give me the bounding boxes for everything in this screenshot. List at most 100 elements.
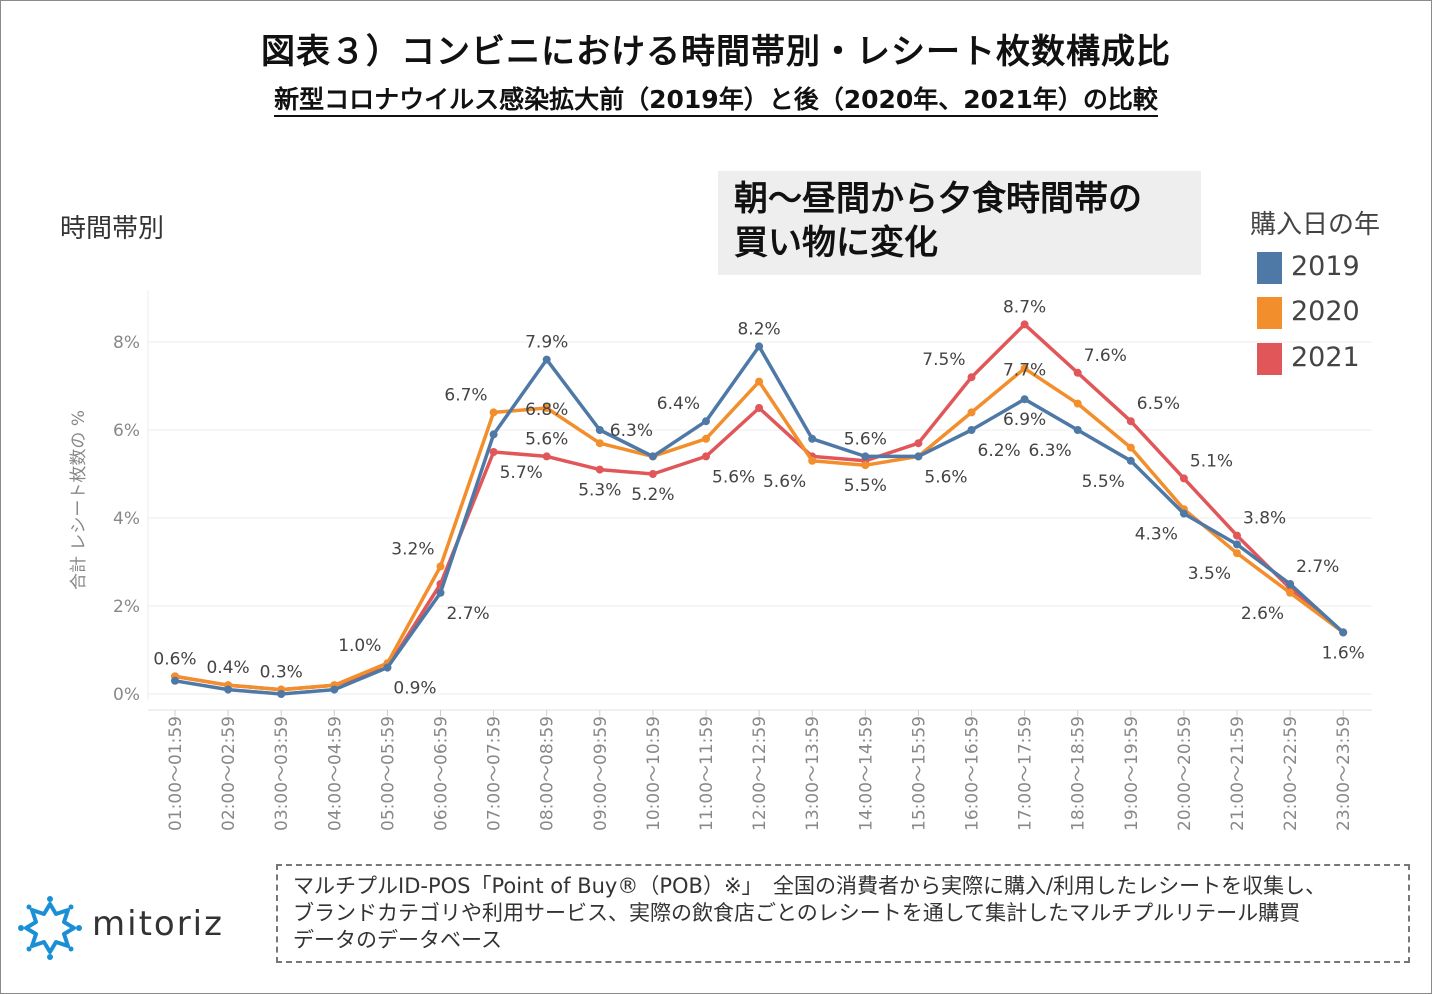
x-tick-label: 20:00～20:59 <box>1175 716 1195 831</box>
data-point-2019[interactable] <box>1233 540 1241 549</box>
data-label: 5.5% <box>1082 472 1125 492</box>
legend-label-2021: 2021 <box>1291 342 1360 373</box>
data-point-2021[interactable] <box>1126 417 1135 426</box>
x-tick-label: 08:00～08:59 <box>538 716 558 831</box>
data-point-2020[interactable] <box>542 404 551 412</box>
data-label: 6.5% <box>1137 394 1180 414</box>
data-label: 5.6% <box>924 467 967 487</box>
data-point-2020[interactable] <box>861 461 870 470</box>
x-tick-label: 16:00～16:59 <box>963 716 983 831</box>
legend-swatch-2021 <box>1257 343 1282 375</box>
data-label: 6.2% <box>978 441 1021 461</box>
x-tick-label: 02:00～02:59 <box>219 716 239 831</box>
data-point-2020[interactable] <box>1233 549 1241 558</box>
data-point-2019[interactable] <box>1126 456 1135 465</box>
data-point-2019[interactable] <box>1179 509 1188 518</box>
data-label: 8.2% <box>737 319 780 339</box>
data-point-2019[interactable] <box>171 676 179 685</box>
data-point-2021[interactable] <box>1233 531 1241 540</box>
data-point-2019[interactable] <box>914 452 923 461</box>
data-point-2019[interactable] <box>595 426 604 434</box>
data-point-2021[interactable] <box>702 452 710 461</box>
data-point-2021[interactable] <box>1179 474 1188 483</box>
x-tick-label: 07:00～07:59 <box>485 716 505 831</box>
data-point-2020[interactable] <box>967 408 976 417</box>
data-label: 5.5% <box>844 476 887 496</box>
x-tick-label: 06:00～06:59 <box>432 716 452 831</box>
series-2019 <box>171 342 1348 698</box>
subtitle-text: 新型コロナウイルス感染拡大前（2019年）と後（2020年、2021年）の比較 <box>274 85 1158 117</box>
data-point-2021[interactable] <box>595 465 604 474</box>
data-label: 1.0% <box>338 636 381 656</box>
data-point-2021[interactable] <box>967 373 976 382</box>
data-label: 5.1% <box>1190 451 1233 471</box>
data-point-2019[interactable] <box>1286 580 1295 588</box>
data-point-2019[interactable] <box>224 685 233 694</box>
section-label: 時間帯別 <box>60 214 165 244</box>
source-note: マルチプルID-POS「Point of Buy®（POB）※」 全国の消費者か… <box>276 864 1410 963</box>
data-point-2019[interactable] <box>489 430 498 439</box>
callout-line-2: 買い物に変化 <box>734 223 938 263</box>
data-point-2021[interactable] <box>648 470 657 478</box>
data-point-2019[interactable] <box>967 426 976 434</box>
data-label: 5.7% <box>500 463 543 483</box>
data-label: 7.6% <box>1084 346 1127 366</box>
data-point-2021[interactable] <box>542 452 551 461</box>
logo-wordmark: mitoriz <box>92 904 224 944</box>
data-label-layer: 0.6% 0.4% 0.3% 1.0% 0.9% 3.2% 2.7% 6.7% 5.7% 7.9%… <box>153 297 1364 698</box>
data-label: 1.6% <box>1322 643 1365 663</box>
data-point-2020[interactable] <box>755 377 764 386</box>
y-tick-label: 0% <box>113 685 140 705</box>
grid-layer <box>147 290 1372 711</box>
data-label: 5.6% <box>525 429 568 449</box>
legend-label-2019: 2019 <box>1291 251 1360 282</box>
data-point-2020[interactable] <box>1020 364 1029 373</box>
data-label: 2.7% <box>447 604 490 624</box>
data-point-2021[interactable] <box>1020 320 1029 329</box>
data-point-2019[interactable] <box>330 685 339 694</box>
sun-dots-icon <box>18 896 82 960</box>
data-label: 3.8% <box>1243 509 1286 529</box>
data-point-2020[interactable] <box>1073 399 1082 408</box>
data-point-2019[interactable] <box>1020 395 1029 404</box>
data-label: 6.4% <box>657 394 700 414</box>
data-point-2019[interactable] <box>436 588 445 597</box>
x-tick-label: 11:00～11:59 <box>697 716 717 831</box>
x-tick-label: 12:00～12:59 <box>750 716 770 831</box>
x-tick-label: 19:00～19:59 <box>1122 716 1142 831</box>
note-line-2: ブランドカテゴリや利用サービス、実際の飲食店ごとのレシートを通して集計したマルチ… <box>293 901 1301 925</box>
data-point-2019[interactable] <box>277 690 286 698</box>
data-label: 2.7% <box>1296 557 1339 577</box>
y-tick-layer: 0% 2% 4% 6% 8% <box>113 333 140 705</box>
legend-swatch-2019 <box>1257 252 1282 284</box>
data-point-2019[interactable] <box>755 342 764 351</box>
data-label: 0.3% <box>260 663 303 683</box>
data-point-2019[interactable] <box>861 452 870 461</box>
data-point-2021[interactable] <box>755 404 764 412</box>
data-point-2020[interactable] <box>436 562 445 571</box>
data-point-2020[interactable] <box>595 439 604 448</box>
page-subtitle: 新型コロナウイルス感染拡大前（2019年）と後（2020年、2021年）の比較 <box>0 80 1432 117</box>
data-point-2020[interactable] <box>702 434 710 443</box>
data-point-2019[interactable] <box>648 452 657 461</box>
data-point-2019[interactable] <box>1339 628 1348 637</box>
legend-label-2020: 2020 <box>1291 296 1360 327</box>
data-point-2019[interactable] <box>542 355 551 364</box>
data-point-2020[interactable] <box>489 408 498 417</box>
y-axis-title: 合計 レシート枚数の % <box>69 410 89 590</box>
data-point-2020[interactable] <box>808 456 817 465</box>
data-point-2021[interactable] <box>489 448 498 456</box>
x-tick-label: 03:00～03:59 <box>272 716 292 831</box>
data-label: 7.5% <box>922 350 965 370</box>
data-point-2019[interactable] <box>702 417 710 426</box>
data-point-2021[interactable] <box>914 439 923 448</box>
callout-box: 朝～昼間から夕食時間帯の 買い物に変化 <box>718 171 1201 275</box>
data-point-2019[interactable] <box>383 663 392 672</box>
data-point-2020[interactable] <box>1126 443 1135 452</box>
data-point-2019[interactable] <box>1073 426 1082 434</box>
data-point-2020[interactable] <box>1286 588 1295 597</box>
data-point-2019[interactable] <box>808 434 817 443</box>
data-point-2021[interactable] <box>1073 368 1082 377</box>
data-label: 0.9% <box>393 679 436 699</box>
